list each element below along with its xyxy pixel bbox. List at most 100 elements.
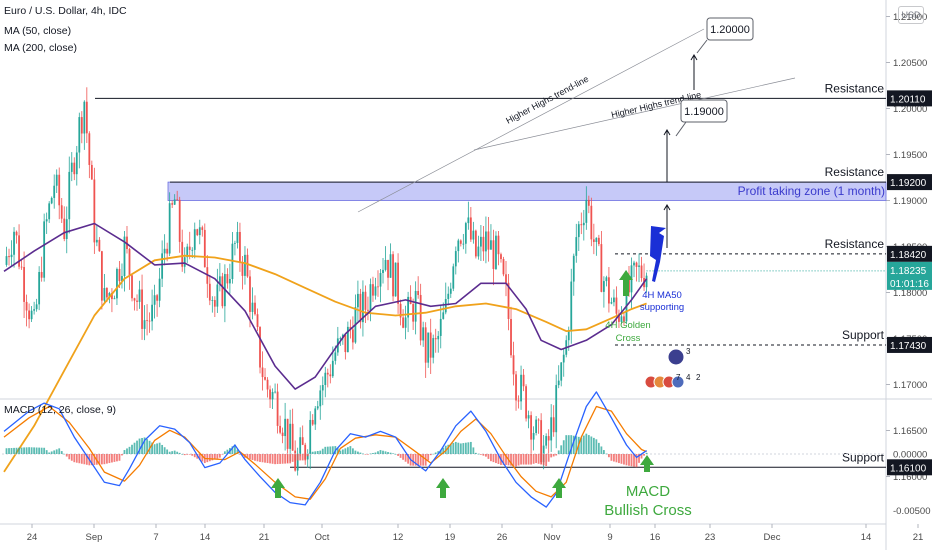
- candle-body: [299, 437, 302, 454]
- candle-body: [213, 300, 216, 307]
- candle-body: [369, 284, 372, 311]
- histogram-bar: [580, 437, 583, 454]
- histogram-bar: [116, 454, 118, 462]
- candle-body: [226, 274, 229, 284]
- price-tick-label: 1.19000: [893, 196, 927, 207]
- histogram-bar: [319, 450, 322, 454]
- level-price-text: 1.16100: [890, 463, 927, 474]
- histogram-bar: [218, 454, 221, 458]
- histogram-bar: [492, 454, 495, 463]
- target-box: [680, 99, 728, 123]
- candle-body: [414, 290, 417, 322]
- candle-body: [324, 372, 327, 386]
- price-tick-label: 1.16500: [893, 426, 927, 437]
- candle-body: [93, 179, 96, 243]
- price-tick-label: 1.20500: [893, 58, 927, 69]
- histogram-bar: [382, 450, 384, 454]
- time-tick-label: Oct: [315, 532, 330, 543]
- histogram-bar: [35, 447, 38, 454]
- golden-cross-arrow: [619, 270, 633, 296]
- histogram-bar: [525, 454, 527, 465]
- candle-body: [525, 386, 527, 419]
- histogram-bar: [5, 448, 8, 454]
- histogram-bar: [291, 454, 294, 462]
- histogram-bar: [216, 454, 219, 459]
- histogram-bar: [40, 447, 43, 454]
- histogram-bar: [379, 450, 382, 454]
- histogram-bar: [286, 454, 289, 464]
- candle-body: [334, 352, 337, 361]
- histogram-bar: [25, 447, 28, 454]
- histogram-bar: [239, 454, 241, 455]
- histogram-bar: [226, 449, 229, 454]
- histogram-bar: [314, 451, 317, 454]
- candle-body: [505, 274, 507, 283]
- histogram-bar: [106, 454, 108, 464]
- candle-body: [495, 235, 497, 269]
- golden-cross-label-2: Cross: [616, 333, 641, 344]
- candle-body: [492, 240, 495, 269]
- histogram-bar: [620, 454, 623, 464]
- level-price-text: 1.20110: [890, 94, 926, 105]
- candle-body: [434, 338, 437, 340]
- candle-body: [171, 203, 174, 205]
- candle-body: [191, 249, 194, 251]
- price-tick-label: 1.17000: [893, 380, 927, 391]
- candle-body: [178, 199, 181, 242]
- candle-body: [281, 432, 284, 437]
- histogram-bar: [364, 454, 367, 455]
- histogram-bar: [346, 447, 349, 454]
- candle-body: [314, 408, 317, 425]
- histogram-bar: [449, 443, 452, 454]
- candle-body: [60, 205, 63, 219]
- histogram-bar: [163, 447, 166, 454]
- candle-body: [540, 420, 543, 463]
- level-label: Support: [842, 328, 885, 342]
- histogram-bar: [311, 451, 314, 454]
- time-tick-label: 21: [259, 532, 270, 543]
- currency-button[interactable]: USD: [898, 6, 924, 24]
- histogram-bar: [103, 454, 106, 465]
- histogram-bar: [447, 444, 450, 454]
- histogram-bar: [178, 452, 181, 454]
- candle-body: [181, 241, 184, 267]
- candle-body: [552, 417, 555, 433]
- histogram-bar: [349, 446, 352, 454]
- candle-body: [10, 254, 13, 258]
- histogram-bar: [590, 436, 593, 454]
- candle-body: [351, 329, 354, 343]
- histogram-bar: [477, 453, 480, 455]
- candle-body: [412, 304, 415, 322]
- candle-body: [349, 326, 352, 330]
- candle-body: [286, 418, 289, 449]
- level-price-tag: [887, 336, 932, 353]
- candle-body: [246, 254, 249, 277]
- candle-body: [477, 246, 480, 257]
- histogram-bar: [83, 454, 86, 465]
- histogram-bar: [452, 442, 455, 454]
- candle-body: [439, 318, 442, 336]
- candle-body: [254, 302, 256, 315]
- macd-tick-label: 0.00000: [893, 450, 927, 461]
- candle-body: [239, 231, 241, 263]
- histogram-bar: [505, 454, 507, 465]
- candle-body: [311, 419, 314, 425]
- candle-body: [70, 162, 73, 172]
- candle-body: [422, 327, 425, 341]
- histogram-bar: [15, 447, 18, 454]
- profit-zone-label: Profit taking zone (1 month): [738, 184, 885, 198]
- candle-body: [467, 217, 470, 224]
- candle-body: [163, 248, 166, 254]
- level-price-text: 1.17430: [890, 341, 927, 352]
- candle-body: [567, 331, 570, 341]
- histogram-bar: [30, 447, 33, 454]
- candle-body: [344, 334, 347, 353]
- candle-body: [404, 317, 407, 328]
- candle-body: [464, 223, 467, 244]
- candle-body: [545, 436, 548, 446]
- price-tick-label: 1.16000: [893, 472, 927, 483]
- candle-body: [166, 248, 169, 254]
- candle-body: [18, 235, 20, 267]
- time-tick-label: 24: [27, 532, 38, 543]
